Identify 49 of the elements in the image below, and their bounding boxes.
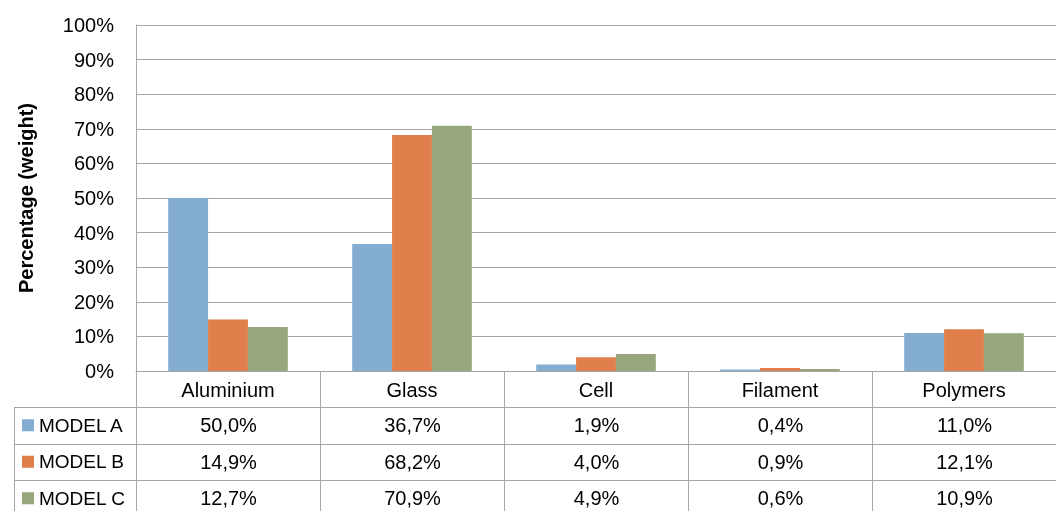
bar [536,364,577,371]
data-label: 68,2% [320,443,504,480]
data-label: 11,0% [872,407,1056,444]
bar [615,354,656,371]
y-tick-label: 50% [73,187,115,209]
x-tick-label: Filament [741,379,819,401]
y-tick-label: 20% [73,290,115,313]
bar [431,125,472,371]
y-tick-label: 90% [73,48,115,71]
bar [576,357,616,371]
bar [168,198,209,371]
bar [983,333,1024,371]
y-tick-label: 0% [85,360,115,382]
bar [904,332,945,371]
y-tick-label: 60% [73,152,115,175]
x-tick-label: Polymers [922,379,1006,401]
data-label: 10,9% [872,480,1056,511]
bar [392,135,432,371]
data-label: 14,9% [136,443,320,480]
data-label: 4,9% [504,480,688,511]
x-tick-label: Glass [386,379,438,401]
data-label: 50,0% [136,407,320,444]
bar [799,368,840,371]
bar [352,244,393,371]
y-axis-title: Percentage (weight) [15,102,37,294]
y-tick-label: 80% [73,83,115,106]
data-label: 0,9% [688,443,872,480]
legend-label: MODEL C [39,487,125,509]
y-tick-label: 100% [62,14,115,36]
data-label: 12,7% [136,480,320,511]
data-label: 12,1% [872,443,1056,480]
y-tick-label: 30% [73,256,115,279]
data-label: 4,0% [504,443,688,480]
y-tick-label: 70% [73,117,115,140]
x-tick-label: Aluminium [181,379,275,401]
y-tick-label: 10% [73,325,115,348]
data-label: 1,9% [504,407,688,444]
legend-label: MODEL A [39,414,124,436]
legend-label: MODEL B [39,451,124,473]
x-tick-label: Cell [578,379,614,401]
data-label: 70,9% [320,480,504,511]
data-label: 0,4% [688,407,872,444]
bar [760,367,800,371]
bar [247,327,288,371]
y-tick-label: 40% [73,221,115,244]
bar [944,329,984,371]
data-label: 0,6% [688,480,872,511]
data-label: 36,7% [320,407,504,444]
bar [208,319,248,371]
